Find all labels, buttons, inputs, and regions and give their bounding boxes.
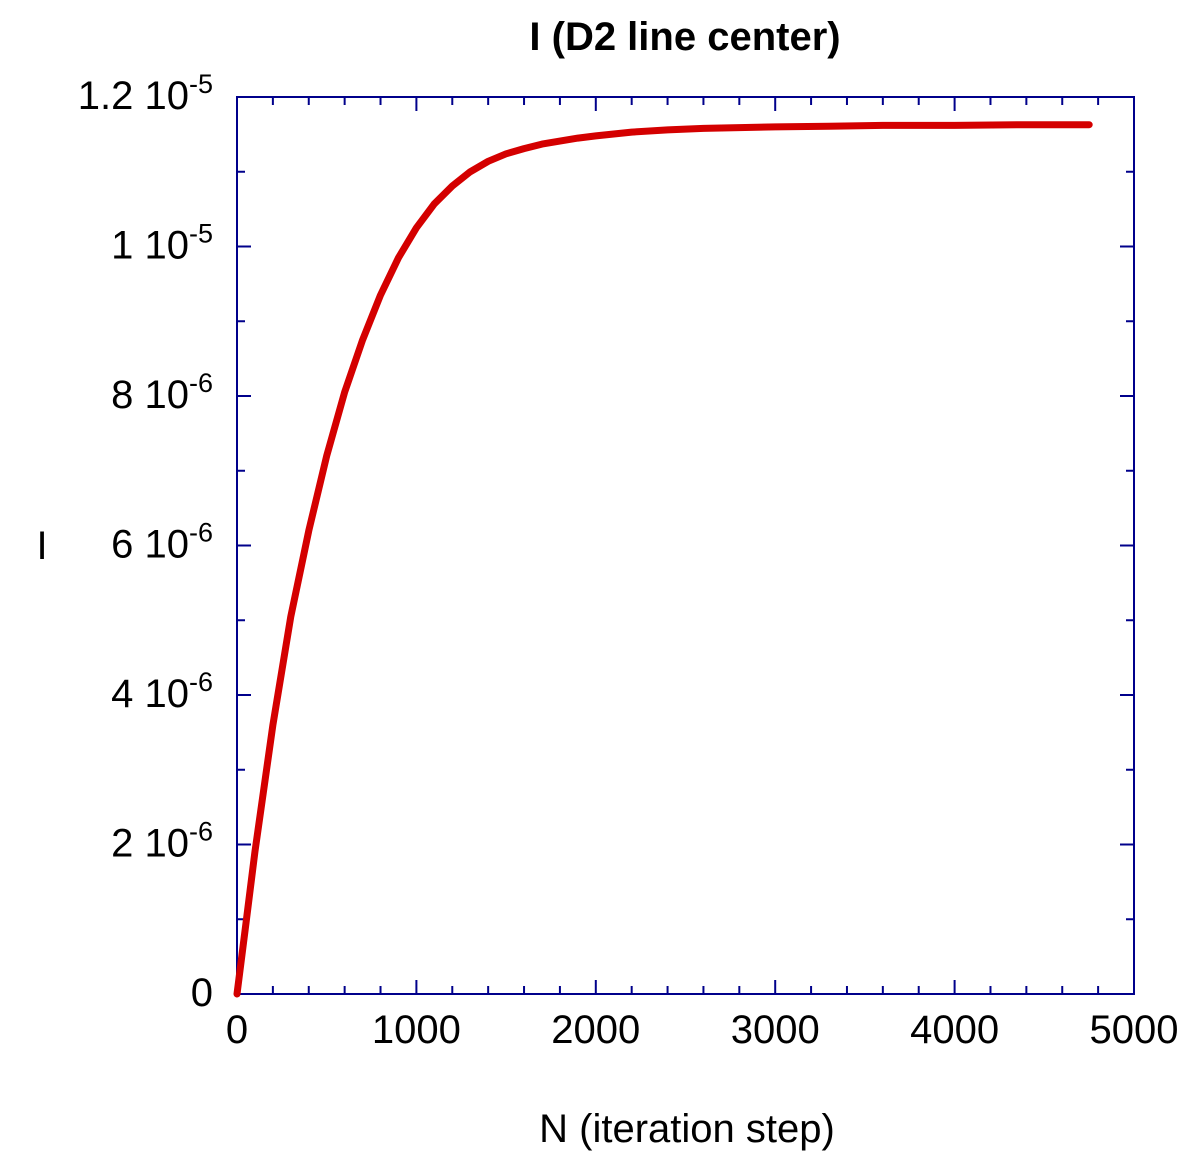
- y-tick-mantissa: 8 10: [111, 373, 189, 417]
- y-axis-label: I: [36, 524, 47, 568]
- y-tick-label: 8 10-6: [111, 368, 213, 417]
- y-tick-mantissa: 1.2 10: [78, 74, 189, 118]
- y-tick-label: 0: [191, 971, 213, 1015]
- y-tick-exponent: -6: [189, 518, 213, 548]
- y-tick-label: 4 10-6: [111, 667, 213, 716]
- x-tick-label: 3000: [731, 1008, 820, 1052]
- y-tick-mantissa: 2 10: [111, 822, 189, 866]
- x-tick-label: 1000: [372, 1008, 461, 1052]
- y-tick-mantissa: 0: [191, 971, 213, 1015]
- y-tick-exponent: -5: [189, 69, 213, 99]
- series-line: [233, 121, 1093, 998]
- y-tick-mantissa: 6 10: [111, 523, 189, 567]
- y-tick-label: 6 10-6: [111, 518, 213, 567]
- ticks-layer: [236, 96, 1135, 995]
- y-tick-exponent: -5: [189, 219, 213, 249]
- x-tick-label: 5000: [1090, 1008, 1179, 1052]
- x-tick-label: 2000: [551, 1008, 640, 1052]
- y-tick-exponent: -6: [189, 667, 213, 697]
- y-tick-label: 1 10-5: [111, 219, 213, 268]
- y-tick-label: 1.2 10-5: [78, 69, 213, 118]
- y-tick-mantissa: 1 10: [111, 224, 189, 268]
- y-tick-label: 2 10-6: [111, 817, 213, 866]
- x-tick-label: 0: [226, 1008, 248, 1052]
- x-axis-label: N (iteration step): [539, 1107, 835, 1151]
- y-tick-mantissa: 4 10: [111, 672, 189, 716]
- plot-frame: [236, 96, 1135, 995]
- y-tick-exponent: -6: [189, 368, 213, 398]
- y-tick-exponent: -6: [189, 817, 213, 847]
- x-tick-label: 4000: [910, 1008, 999, 1052]
- chart-title: I (D2 line center): [529, 15, 840, 59]
